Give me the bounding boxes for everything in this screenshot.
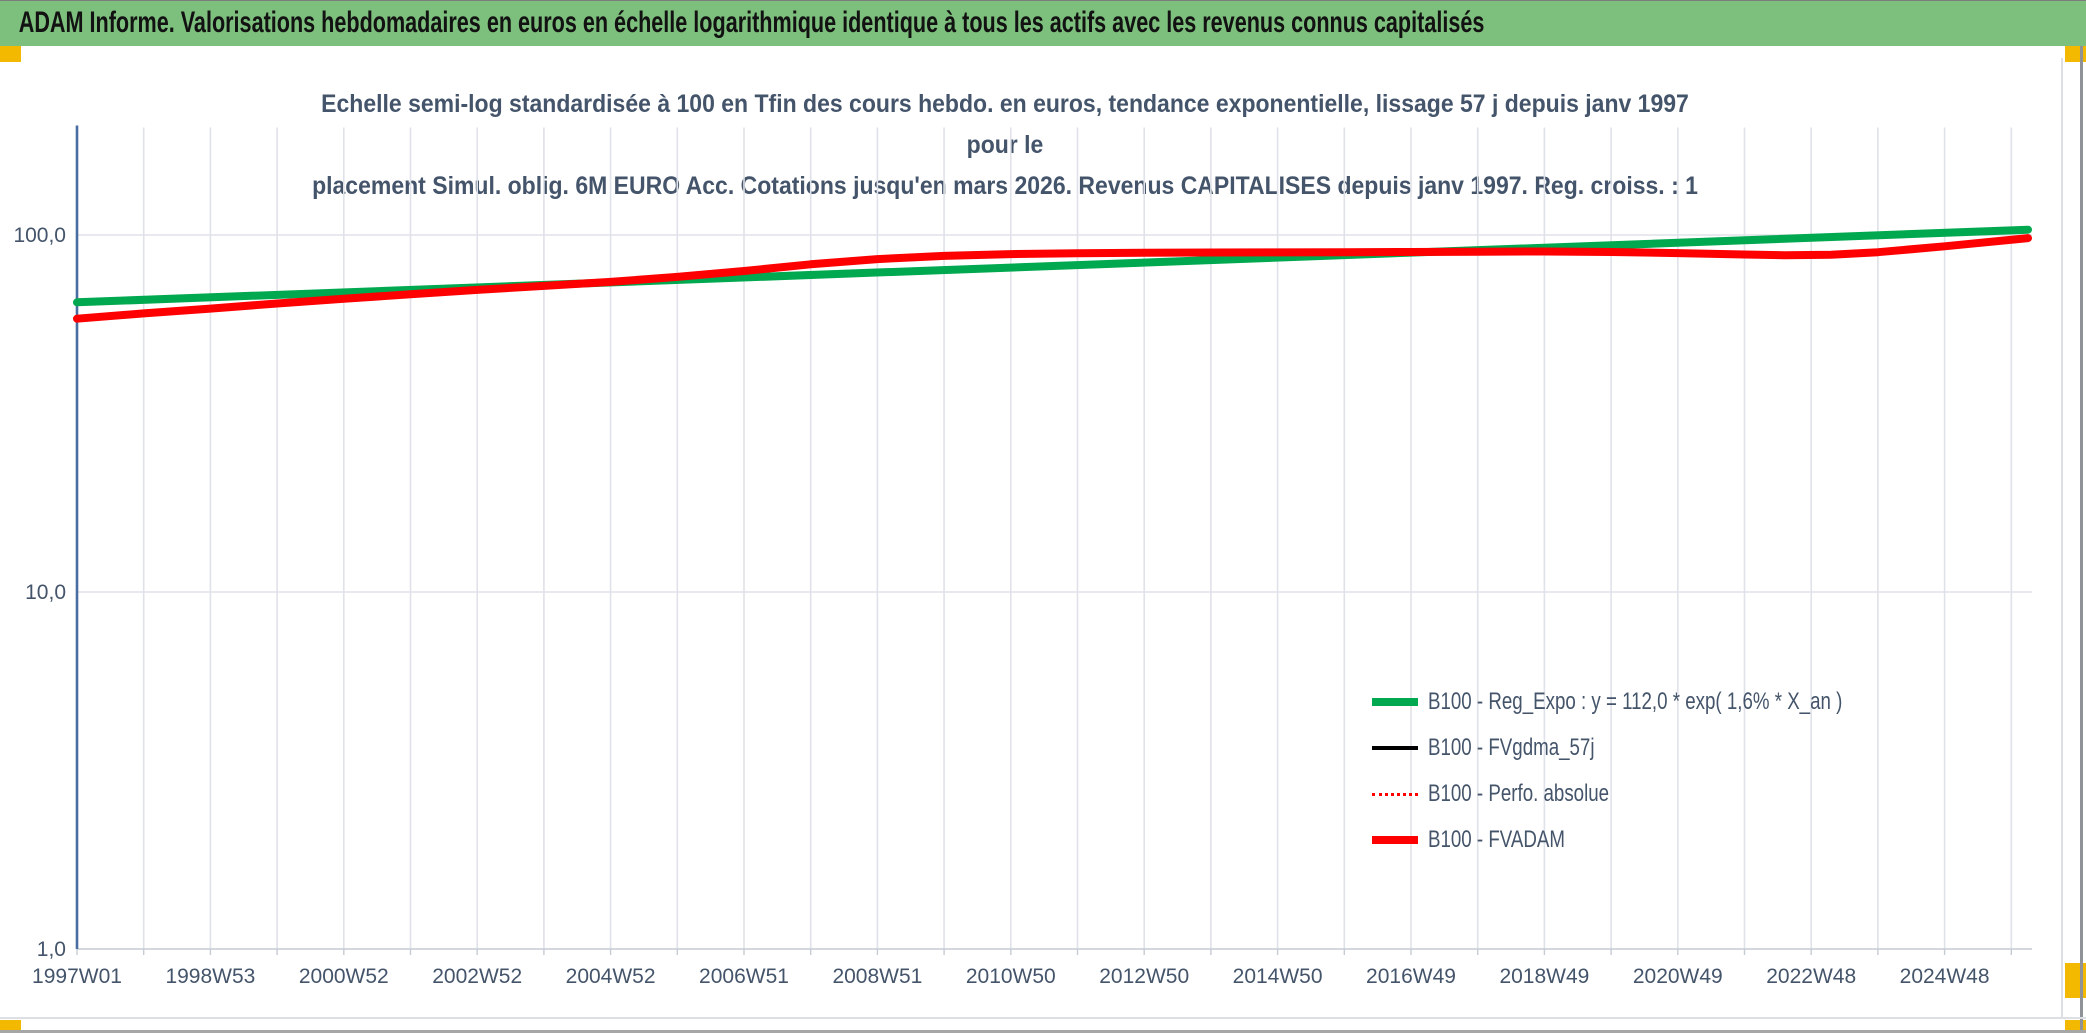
legend-swatch-red-dotted-line [1372, 792, 1418, 796]
svg-text:1998W53: 1998W53 [165, 965, 255, 988]
legend-label: B100 - Perfo. absolue [1428, 780, 1610, 807]
svg-text:2022W48: 2022W48 [1766, 965, 1856, 988]
y-tick-labels: 100,0 10,0 1,0 [13, 224, 66, 961]
panel-bottom-rule [0, 1017, 2086, 1019]
series-fvadam [73, 234, 2032, 323]
svg-text:2020W49: 2020W49 [1633, 965, 1723, 988]
legend-item-perfo-absolue: B100 - Perfo. absolue [1372, 771, 1959, 817]
legend-item-fvgdma: B100 - FVgdma_57j [1372, 725, 1959, 771]
chart-title-line-2: placement Simul. oblig. 6M EURO Acc. Cot… [312, 172, 1698, 200]
gridlines [77, 127, 2032, 949]
chart-title-line-1: Echelle semi-log standardisée à 100 en T… [321, 90, 1689, 159]
window-bottom-edge [0, 1030, 2086, 1033]
series-reg_expo [73, 225, 2032, 307]
svg-text:10,0: 10,0 [25, 581, 66, 604]
window-right-edge [2080, 46, 2083, 1033]
svg-text:2012W50: 2012W50 [1099, 965, 1189, 988]
svg-text:1,0: 1,0 [37, 938, 66, 961]
legend-item-fvadam: B100 - FVADAM [1372, 817, 1959, 863]
series-lines [73, 225, 2032, 323]
svg-text:2004W52: 2004W52 [566, 965, 656, 988]
axes [75, 125, 2032, 955]
svg-text:2024W48: 2024W48 [1900, 965, 1990, 988]
svg-text:100,0: 100,0 [13, 224, 66, 247]
x-tick-labels: 1997W01 1998W53 2000W52 2002W52 2004W52 2006W… [32, 965, 1990, 988]
corner-accent-bottom-left [0, 1020, 21, 1033]
svg-text:2008W51: 2008W51 [832, 965, 922, 988]
legend-item-reg-expo: B100 - Reg_Expo : y = 112,0 * exp( 1,6% … [1372, 679, 1959, 725]
svg-text:2000W52: 2000W52 [299, 965, 389, 988]
legend-swatch-red-line [1372, 836, 1418, 844]
svg-text:2006W51: 2006W51 [699, 965, 789, 988]
svg-text:2002W52: 2002W52 [432, 965, 522, 988]
banner: ADAM Informe. Valorisations hebdomadaire… [0, 0, 2086, 46]
chart-legend: B100 - Reg_Expo : y = 112,0 * exp( 1,6% … [1372, 679, 1959, 863]
panel-right-border [2061, 58, 2063, 1017]
chart-title: Echelle semi-log standardisée à 100 en T… [240, 84, 1770, 207]
svg-text:2014W50: 2014W50 [1233, 965, 1323, 988]
banner-title: ADAM Informe. Valorisations hebdomadaire… [18, 6, 1485, 39]
legend-label: B100 - FVADAM [1428, 826, 1565, 853]
legend-swatch-green-line [1372, 698, 1418, 706]
legend-swatch-black-line [1372, 746, 1418, 750]
svg-text:2010W50: 2010W50 [966, 965, 1056, 988]
svg-text:2016W49: 2016W49 [1366, 965, 1456, 988]
corner-accent-top-left [0, 46, 21, 62]
legend-label: B100 - FVgdma_57j [1428, 734, 1595, 761]
svg-text:2018W49: 2018W49 [1499, 965, 1589, 988]
legend-label: B100 - Reg_Expo : y = 112,0 * exp( 1,6% … [1428, 688, 1843, 715]
svg-text:1997W01: 1997W01 [32, 965, 122, 988]
